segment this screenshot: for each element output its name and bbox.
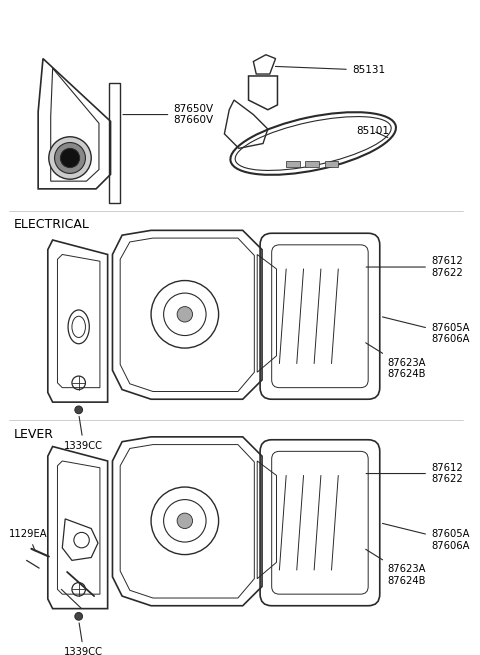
Text: ELECTRICAL: ELECTRICAL [14,218,90,231]
Text: 87650V
87660V: 87650V 87660V [123,103,214,125]
Text: 1339CC: 1339CC [64,623,103,655]
Bar [325,161,338,166]
Text: 85131: 85131 [276,66,385,75]
Text: 1339CC: 1339CC [64,417,103,451]
Text: LEVER: LEVER [14,428,54,441]
Text: 87605A
87606A: 87605A 87606A [383,523,469,551]
Text: 87612
87622: 87612 87622 [366,256,463,278]
Circle shape [177,513,192,529]
Text: 87623A
87624B: 87623A 87624B [366,550,426,586]
Text: 87612
87622: 87612 87622 [366,462,463,484]
Text: 87605A
87606A: 87605A 87606A [383,317,469,345]
Text: 87623A
87624B: 87623A 87624B [366,343,426,379]
Circle shape [75,612,83,620]
Text: 85101: 85101 [357,126,390,138]
Bar [305,161,319,166]
Text: 1129EA: 1129EA [9,529,48,551]
Bar [286,161,300,166]
Circle shape [75,406,83,414]
Circle shape [177,307,192,322]
Circle shape [55,143,85,174]
Circle shape [49,137,91,179]
Circle shape [60,148,80,168]
